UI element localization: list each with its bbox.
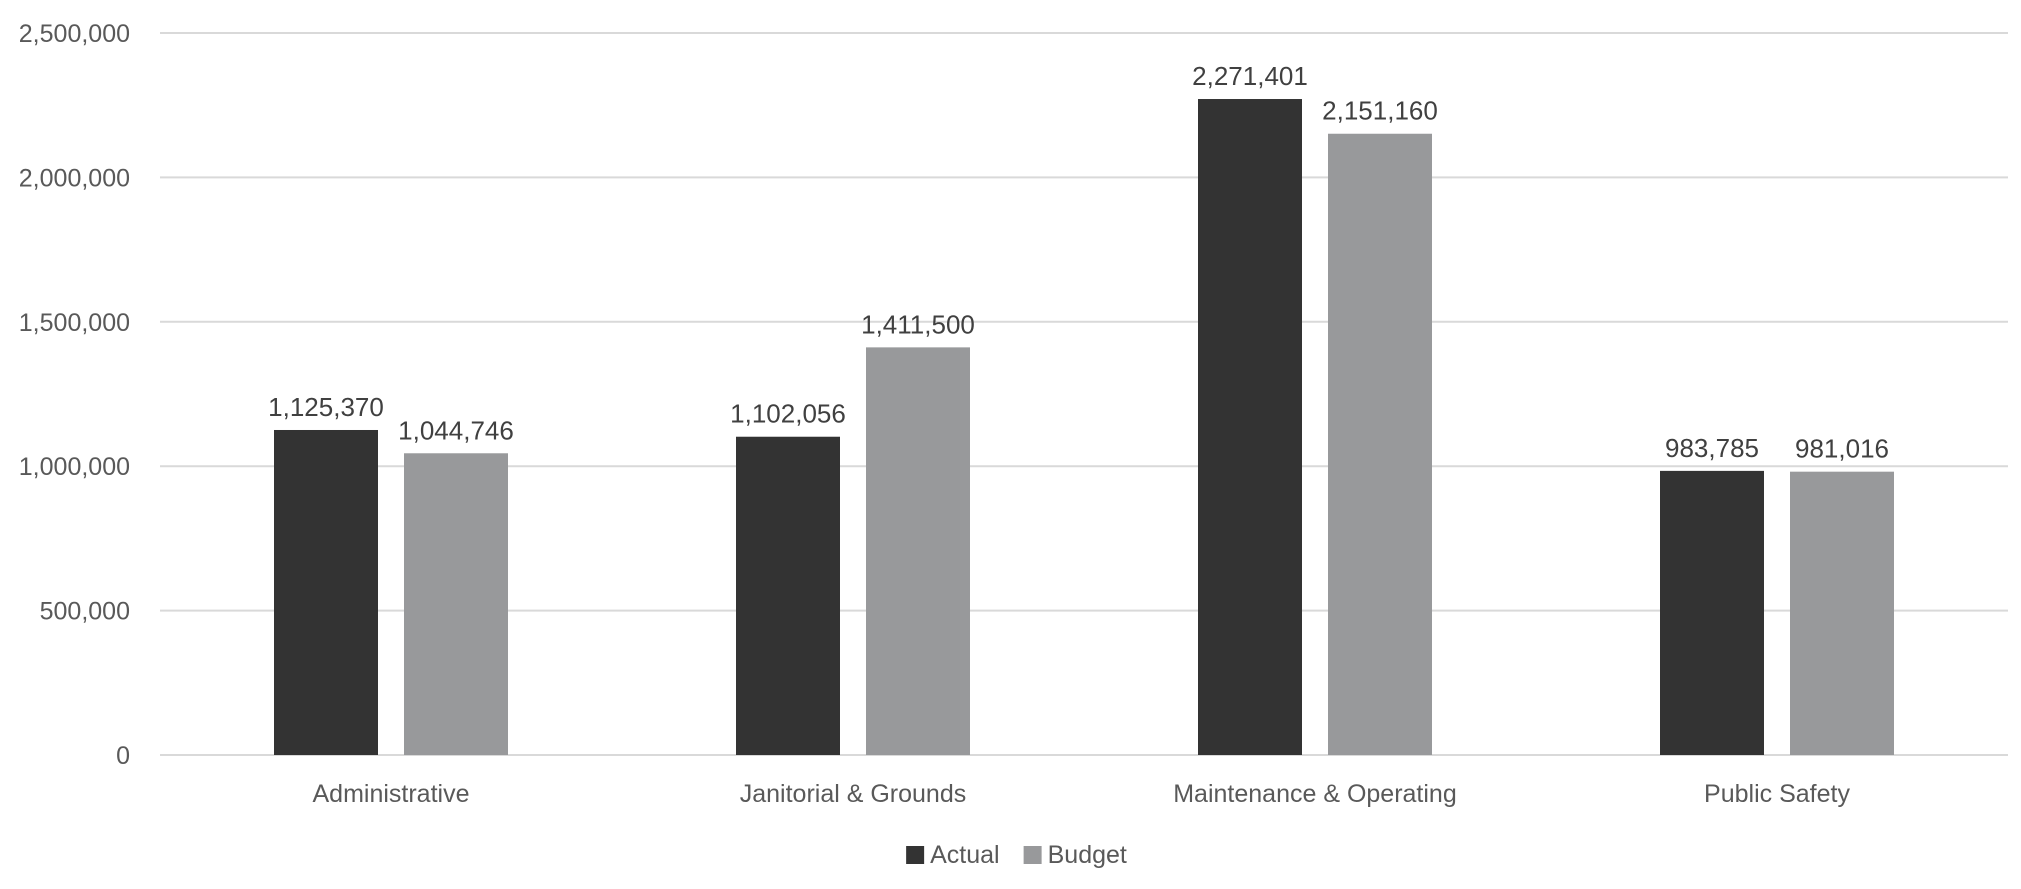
category-label: Administrative [313, 780, 470, 808]
y-tick-label: 1,500,000 [19, 309, 130, 337]
y-tick-label: 2,500,000 [19, 20, 130, 48]
legend-label: Budget [1048, 841, 1127, 869]
data-label-budget-1: 1,411,500 [861, 309, 975, 339]
legend: Actual Budget [906, 841, 1127, 869]
legend-label: Actual [930, 841, 999, 869]
data-label-budget-0: 1,044,746 [398, 415, 514, 445]
bar-budget-2 [1328, 133, 1432, 755]
bar-budget-1 [866, 347, 970, 755]
y-tick-label: 0 [116, 742, 130, 770]
bar-actual-0 [274, 429, 378, 755]
bars [274, 99, 1894, 755]
legend-swatch-actual [906, 846, 925, 864]
x-axis-category-labels: Administrative Janitorial & Grounds Mainte… [313, 780, 1851, 808]
data-label-actual-0: 1,125,370 [268, 392, 384, 422]
y-tick-label: 2,000,000 [19, 164, 130, 192]
bar-budget-3 [1790, 471, 1894, 755]
data-label-budget-3: 981,016 [1795, 434, 1889, 464]
category-label: Janitorial & Grounds [740, 780, 967, 808]
legend-swatch-budget [1023, 846, 1042, 864]
y-tick-label: 1,000,000 [19, 453, 130, 481]
data-label-actual-3: 983,785 [1665, 433, 1759, 463]
y-tick-label: 500,000 [40, 598, 130, 626]
data-label-actual-1: 1,102,056 [730, 399, 846, 429]
data-label-budget-2: 2,151,160 [1322, 96, 1438, 126]
category-label: Maintenance & Operating [1173, 780, 1457, 808]
data-label-actual-2: 2,271,401 [1192, 61, 1308, 91]
category-label: Public Safety [1704, 780, 1850, 808]
bar-budget-0 [404, 453, 508, 755]
bar-actual-2 [1198, 99, 1302, 755]
data-labels: 1,125,370 1,044,746 1,102,056 1,411,500 2,27… [268, 61, 1889, 464]
bar-actual-1 [736, 436, 840, 755]
bar-actual-3 [1660, 470, 1764, 755]
y-axis-tick-labels: 0 500,000 1,000,000 1,500,000 2,000,000 2,500… [19, 20, 130, 770]
